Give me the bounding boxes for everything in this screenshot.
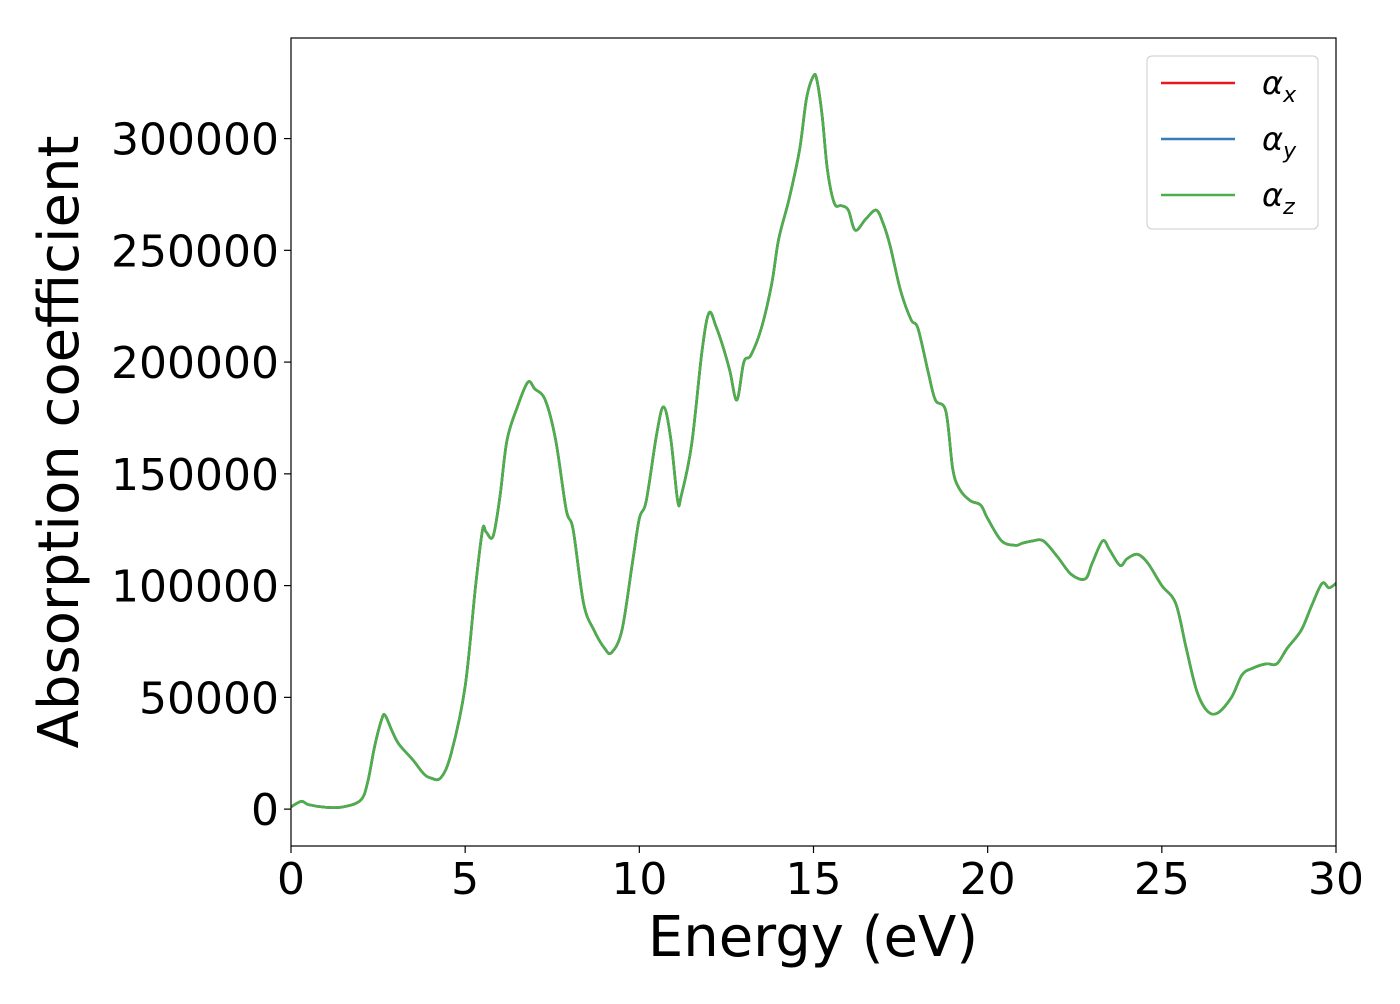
x-tick-label: 10	[611, 854, 667, 905]
legend-label-y: αy	[1262, 120, 1297, 164]
x-axis-ticks: 0 5 10 15 20 25 30	[277, 846, 1364, 905]
legend-symbol: α	[1262, 64, 1283, 102]
y-tick-label: 50000	[139, 673, 279, 724]
legend-symbol: α	[1262, 120, 1283, 158]
legend-label-x: αx	[1262, 64, 1297, 108]
legend-box	[1146, 55, 1319, 230]
legend-subscript: x	[1282, 83, 1297, 108]
legend-subscript: z	[1282, 195, 1295, 220]
y-tick-label: 150000	[111, 450, 279, 501]
x-tick-label: 30	[1308, 854, 1364, 905]
y-tick-label: 250000	[111, 226, 279, 277]
y-tick-label: 100000	[111, 562, 279, 613]
x-axis-title: Energy (eV)	[648, 905, 978, 970]
x-tick-label: 25	[1134, 854, 1190, 905]
x-tick-label: 15	[786, 854, 842, 905]
legend-subscript: y	[1282, 139, 1297, 164]
legend-symbol: α	[1262, 176, 1283, 214]
y-axis-ticks: 0 50000 100000 150000 200000 250000 300000	[111, 115, 291, 836]
x-tick-label: 20	[960, 854, 1016, 905]
series-layer	[291, 73, 1336, 809]
y-axis-title: Absorption coefficient	[27, 136, 92, 749]
y-tick-label: 200000	[111, 338, 279, 389]
y-tick-label: 300000	[111, 115, 279, 166]
x-tick-label: 0	[277, 854, 305, 905]
x-tick-label: 5	[451, 854, 479, 905]
legend-label-z: αz	[1262, 176, 1295, 220]
y-tick-label: 0	[251, 785, 279, 836]
series-line-z	[291, 73, 1336, 809]
